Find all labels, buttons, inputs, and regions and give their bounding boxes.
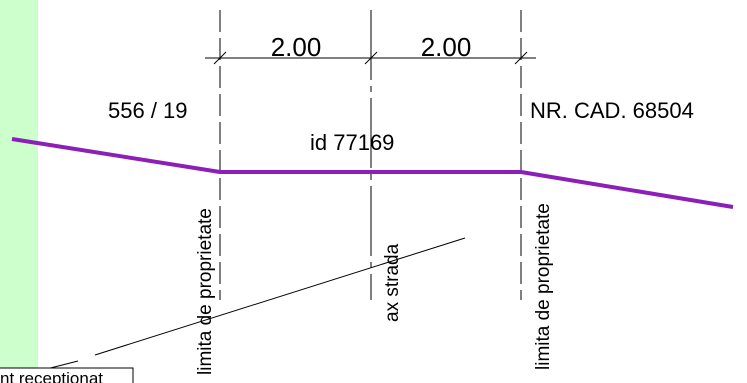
dimension-tick-right xyxy=(514,51,528,65)
bottom-note-box xyxy=(0,367,134,383)
terrain-profile-line xyxy=(11,137,734,209)
left-parcel-label: 556 / 19 xyxy=(108,98,188,123)
dimension-left-value: 2.00 xyxy=(271,32,322,62)
center-axis-label: ax strada xyxy=(382,243,403,322)
dimension-right-value: 2.00 xyxy=(421,32,472,62)
right-boundary-label: limita de proprietate xyxy=(533,203,554,370)
bottom-note-text: nt receptionat xyxy=(0,369,103,383)
center-parcel-label: id 77169 xyxy=(310,130,394,155)
diagonal-line xyxy=(94,237,466,356)
left-boundary-label: limita de proprietate xyxy=(195,208,216,375)
dimension-tick-center xyxy=(364,51,378,65)
green-strip xyxy=(0,0,38,383)
dimension-tick-left xyxy=(213,51,227,65)
right-parcel-label: NR. CAD. 68504 xyxy=(530,98,694,123)
